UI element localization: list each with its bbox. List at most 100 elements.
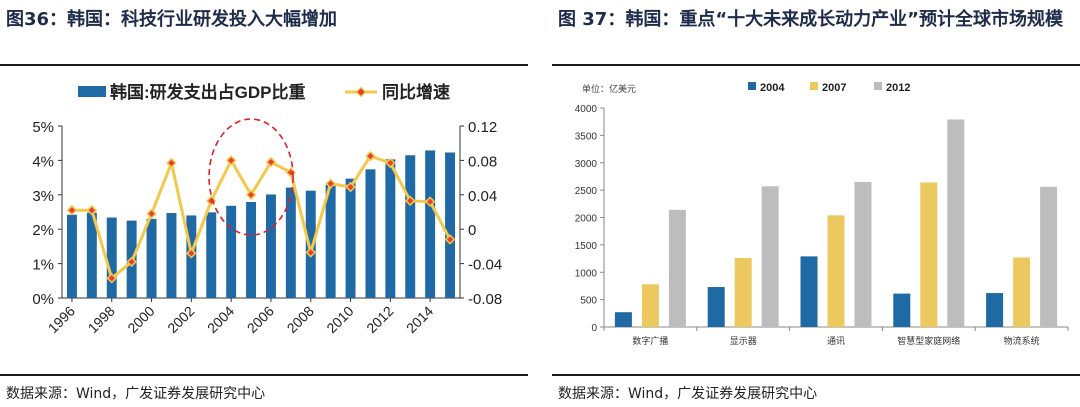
bar-rd-gdp-2008 xyxy=(305,190,316,298)
left-y-tick-label: 4% xyxy=(32,153,54,170)
bar-2007-0 xyxy=(641,284,659,327)
bar-rd-gdp-1997 xyxy=(86,212,97,298)
x-tick-label: 2006 xyxy=(244,303,277,336)
x-category-label: 物流系统 xyxy=(1004,335,1040,346)
line-marker-2013 xyxy=(404,195,416,207)
line-marker-2001 xyxy=(166,157,177,169)
left-y-tick-label: 2% xyxy=(32,222,54,239)
right-source: 数据来源：Wind，广发证券发展研究中心 xyxy=(558,386,818,402)
left-top-rule xyxy=(0,64,528,66)
x-category-label: 智慧型家庭网络 xyxy=(897,335,960,346)
legend-line-marker xyxy=(355,86,367,98)
bar-2007-2 xyxy=(827,215,845,327)
right-top-rule xyxy=(552,64,1080,66)
left-y-tick-label: 3% xyxy=(32,188,54,205)
bar-2012-4 xyxy=(1040,186,1058,327)
bar-2004-0 xyxy=(614,312,632,327)
right-chart-title: 图 37：韩国：重点“十大未来成长动力产业”预计全球市场规模 xyxy=(558,9,1063,30)
bar-2004-1 xyxy=(707,287,725,327)
bar-2004-4 xyxy=(986,293,1004,327)
line-marker-2004 xyxy=(225,155,237,166)
x-tick-label: 2000 xyxy=(124,303,157,336)
right-chart-svg: 单位：亿美元 0 500 1000 1500 2000 2500 3000 3500 4000 数字… xyxy=(575,82,1069,346)
x-tick-label: 2010 xyxy=(323,303,356,336)
right-y-tick-label: 0.08 xyxy=(468,153,497,170)
x-tick-label: 1998 xyxy=(85,303,118,336)
line-marker-2008 xyxy=(305,247,317,258)
right-y-tick-label: 0.04 xyxy=(468,188,497,205)
right-y-tick-label: 0.12 xyxy=(468,119,497,136)
bar-rd-gdp-2005 xyxy=(246,202,257,298)
line-marker-2011 xyxy=(365,150,376,162)
bar-2007-1 xyxy=(734,258,752,327)
y-tick-label: 2000 xyxy=(575,214,598,225)
bar-rd-gdp-2004 xyxy=(226,205,237,298)
bar-rd-gdp-2001 xyxy=(166,213,177,298)
legend-swatch-2012 xyxy=(874,82,882,90)
right-y-tick-label: 0 xyxy=(468,222,476,239)
highlight-circle xyxy=(208,118,294,236)
bar-rd-gdp-2003 xyxy=(206,212,217,298)
bar-2004-3 xyxy=(893,293,911,327)
bar-rd-gdp-2009 xyxy=(325,184,336,298)
line-marker-2010 xyxy=(345,181,356,193)
x-tick-label: 2012 xyxy=(363,303,396,336)
line-marker-1996 xyxy=(66,205,78,216)
bar-rd-gdp-2014 xyxy=(425,150,436,298)
legend-swatch-2004 xyxy=(748,82,756,90)
bar-rd-gdp-1996 xyxy=(66,214,77,298)
legend-bar-label: 韩国:研发支出占GDP比重 xyxy=(110,82,306,102)
x-category-label: 显示器 xyxy=(730,336,757,346)
bar-rd-gdp-2010 xyxy=(345,178,356,298)
unit-label: 单位：亿美元 xyxy=(582,83,636,94)
legend-label-2007: 2007 xyxy=(822,82,846,94)
bar-rd-gdp-2012 xyxy=(385,159,396,298)
legend-label-2004: 2004 xyxy=(760,82,785,94)
legend-line-label: 同比增速 xyxy=(382,82,450,102)
bar-2012-3 xyxy=(947,119,965,327)
y-tick-label: 2500 xyxy=(575,186,598,197)
line-marker-2012 xyxy=(385,157,396,169)
line-marker-2014 xyxy=(424,196,436,207)
bar-rd-gdp-2015 xyxy=(445,152,456,298)
bar-2004-2 xyxy=(800,256,818,327)
line-marker-2006 xyxy=(265,156,277,168)
y-tick-label: 0 xyxy=(591,323,597,334)
line-marker-2005 xyxy=(245,189,257,201)
left-chart-title: 图36：韩国：科技行业研发投入大幅增加 xyxy=(6,9,338,30)
bar-rd-gdp-1998 xyxy=(106,217,117,298)
bar-rd-gdp-2011 xyxy=(365,169,376,298)
line-marker-2000 xyxy=(146,208,157,219)
legend-bar-swatch xyxy=(78,86,106,97)
x-category-label: 数字广播 xyxy=(632,335,668,346)
line-marker-1999 xyxy=(126,256,137,268)
y-tick-label: 3000 xyxy=(575,159,598,170)
right-y-tick-label: -0.08 xyxy=(468,291,502,308)
left-y-tick-label: 1% xyxy=(32,257,54,274)
x-tick-label: 2014 xyxy=(403,303,436,336)
bar-rd-gdp-2013 xyxy=(405,155,416,298)
x-tick-label: 2008 xyxy=(284,303,317,336)
left-y-tick-label: 0% xyxy=(32,291,54,308)
right-y-tick-label: -0.04 xyxy=(468,257,502,274)
bar-rd-gdp-2000 xyxy=(146,218,157,298)
bar-2012-2 xyxy=(854,181,872,327)
right-chart-panel: 图 37：韩国：重点“十大未来成长动力产业”预计全球市场规模 单位：亿美元 0 50… xyxy=(552,0,1080,407)
y-tick-label: 1000 xyxy=(575,268,598,279)
bar-2012-0 xyxy=(668,209,686,327)
left-y-tick-label: 5% xyxy=(32,119,54,136)
right-bottom-rule xyxy=(552,374,1080,376)
line-marker-2002 xyxy=(186,248,197,259)
bar-2007-3 xyxy=(920,182,938,327)
line-marker-2015 xyxy=(444,234,456,245)
line-marker-1997 xyxy=(86,205,98,216)
legend-swatch-2007 xyxy=(810,82,818,90)
bar-rd-gdp-2006 xyxy=(265,194,276,298)
line-marker-1998 xyxy=(106,272,118,284)
bar-2007-4 xyxy=(1013,257,1031,327)
y-tick-label: 1500 xyxy=(575,241,598,252)
left-source: 数据来源：Wind，广发证券发展研究中心 xyxy=(6,386,266,402)
x-tick-label: 2002 xyxy=(164,303,197,336)
left-chart-panel: 图36：韩国：科技行业研发投入大幅增加 0% 1% 2% 3% 4% 5% -0.08 -0.… xyxy=(0,0,528,407)
